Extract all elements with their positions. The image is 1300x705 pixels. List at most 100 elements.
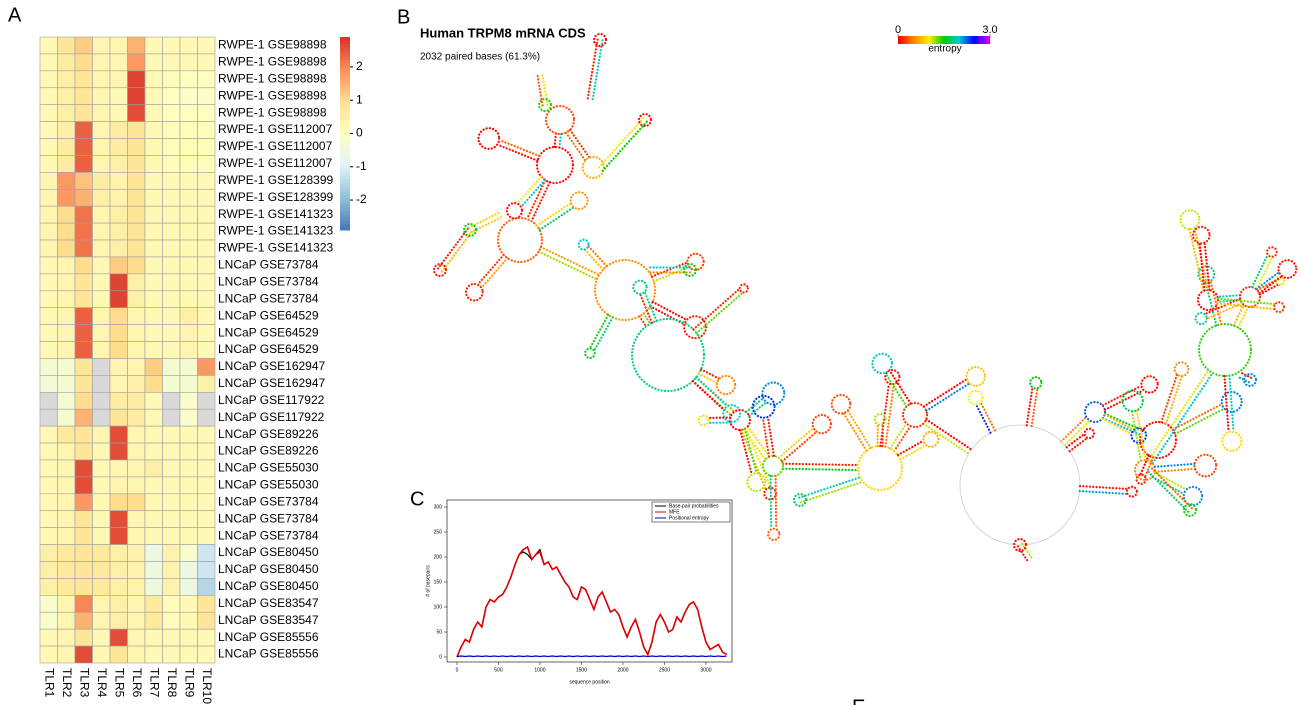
heat-cell: [39, 324, 58, 342]
entropy-colorbar-step: [938, 36, 941, 44]
loop: [581, 155, 605, 180]
stem: [1130, 410, 1142, 462]
heat-cell: [74, 341, 93, 359]
stem: [739, 429, 753, 476]
heat-cell: [57, 408, 76, 427]
heat-cell: [144, 578, 163, 596]
colorbar-step: [340, 194, 350, 199]
heat-cell: [162, 578, 181, 596]
stem: [530, 181, 551, 223]
heat-cell: [109, 408, 128, 427]
heat-cell: [57, 510, 76, 528]
loop: [965, 366, 987, 387]
colorbar-step: [340, 175, 350, 180]
heat-cell: [92, 290, 111, 309]
heat-cell: [39, 172, 58, 190]
colorbar-step: [340, 37, 350, 41]
stem: [1206, 302, 1243, 320]
stem: [1103, 413, 1135, 431]
heat-cell: [92, 459, 111, 478]
stem: [588, 313, 610, 350]
colorbar-step: [340, 149, 350, 154]
entropy-colorbar-step: [942, 36, 945, 44]
stem: [496, 143, 539, 162]
stem: [587, 245, 608, 268]
heat-cell: [144, 493, 163, 512]
stem: [1193, 227, 1210, 291]
heat-cell: [109, 36, 128, 55]
entropy-colorbar-step: [962, 36, 965, 44]
heat-cell: [179, 36, 198, 55]
x-tick-label: 2000: [617, 667, 628, 673]
heat-cell: [109, 476, 128, 495]
row-label: RWPE-1 GSE98898: [218, 71, 327, 85]
heat-cell: [57, 358, 76, 376]
heat-cell: [57, 87, 76, 105]
stem: [649, 305, 686, 326]
heat-cell: [144, 375, 163, 393]
colorbar-step: [340, 49, 350, 54]
heat-cell: [57, 375, 76, 393]
heat-cell: [162, 595, 181, 613]
stem: [1154, 467, 1196, 473]
stem: [746, 425, 771, 458]
heat-cell: [179, 273, 198, 292]
heat-cell: [92, 188, 111, 207]
heat-cell: [74, 324, 93, 342]
heat-cell: [109, 70, 128, 89]
heat-cell: [144, 510, 163, 528]
heat-cell: [127, 188, 146, 207]
stem: [1153, 462, 1196, 468]
heat-cell: [39, 70, 58, 89]
stem: [480, 257, 509, 289]
heat-cell: [127, 358, 146, 376]
row-label: RWPE-1 GSE141323: [218, 224, 333, 238]
heat-cell: [179, 476, 198, 495]
stem: [1237, 376, 1250, 384]
na-cell: [197, 408, 216, 427]
heat-cell: [92, 595, 111, 613]
stem: [1209, 280, 1223, 326]
series-line: [456, 655, 727, 658]
row-label: LNCaP GSE64529: [218, 342, 319, 356]
colorbar-tick-label: 0: [356, 126, 363, 140]
entropy-colorbar-step: [922, 36, 925, 44]
na-cell: [92, 375, 111, 393]
heat-cell: [74, 307, 93, 325]
entropy-colorbar-step: [988, 36, 991, 44]
colorbar-tick-label: -2: [356, 192, 367, 206]
stem: [651, 300, 688, 321]
heat-cell: [92, 273, 111, 292]
loop: [811, 413, 832, 435]
stem: [781, 467, 860, 472]
colorbar-step: [340, 191, 350, 196]
stem: [1174, 407, 1226, 436]
structure-subtitle: 2032 paired bases (61.3%): [420, 52, 540, 63]
heat-cell: [57, 222, 76, 241]
heat-cell: [109, 324, 128, 342]
loop: [1277, 259, 1298, 280]
entropy-colorbar-step: [918, 36, 921, 44]
heat-cell: [144, 611, 163, 630]
heat-cell: [162, 273, 181, 292]
structure-title: Human TRPM8 mRNA CDS: [420, 25, 586, 40]
heat-cell: [92, 476, 111, 495]
entropy-colorbar-step: [986, 36, 989, 44]
loop: [1173, 361, 1190, 378]
stem: [516, 175, 543, 205]
stem: [498, 138, 541, 158]
heat-cell: [109, 239, 128, 258]
entropy-colorbar-step: [954, 36, 957, 44]
heat-cell: [109, 527, 128, 545]
heat-cell: [144, 459, 163, 478]
stem: [925, 382, 971, 412]
heat-cell: [179, 290, 198, 309]
stem: [1258, 283, 1279, 296]
y-tick-label: 100: [434, 604, 443, 610]
heat-cell: [109, 493, 128, 512]
stem: [697, 372, 718, 385]
y-tick-label: 200: [434, 554, 443, 560]
heat-cell: [39, 290, 58, 309]
stem: [1065, 433, 1086, 449]
colorbar-step: [340, 75, 350, 80]
